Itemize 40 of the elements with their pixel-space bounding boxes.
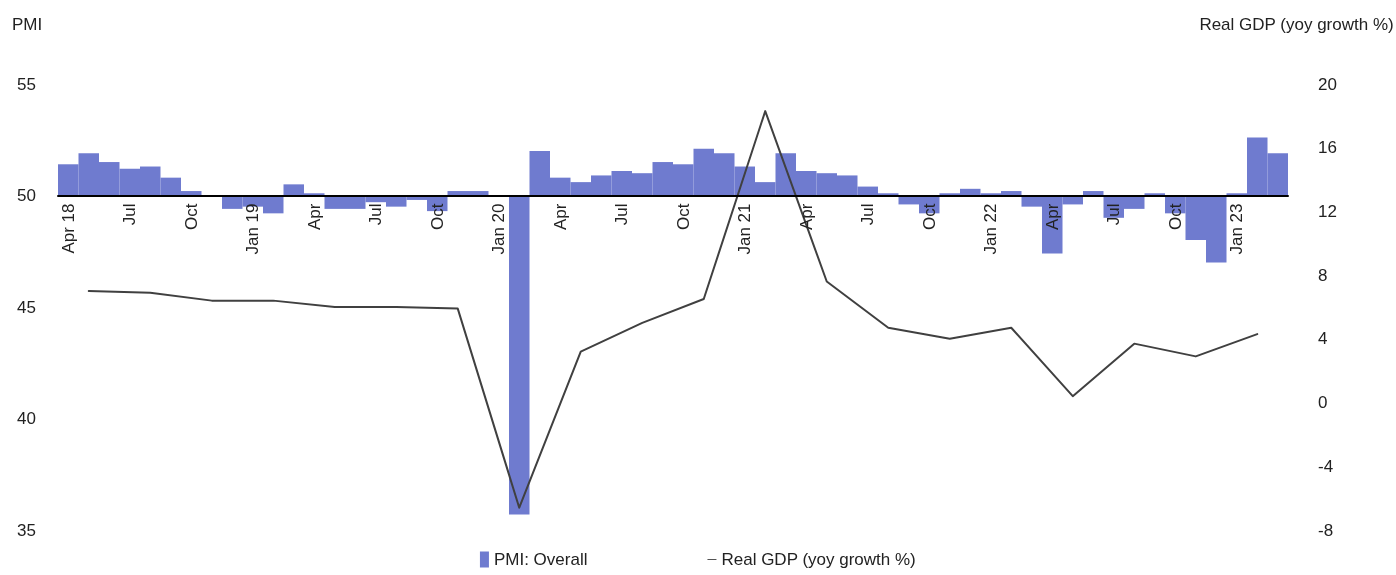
y2-tick-label: 0	[1318, 393, 1328, 413]
y2-axis-title: Real GDP (yoy growth %)	[1199, 15, 1394, 34]
x-tick-label: Jul	[1104, 203, 1124, 226]
y-tick-label: 55	[17, 74, 36, 94]
x-tick-label: Apr	[550, 203, 570, 230]
x-tick-label: Jan 20	[489, 203, 509, 255]
x-tick-label: Oct	[919, 203, 939, 230]
y2-tick-label: -4	[1318, 456, 1334, 476]
bar	[509, 195, 530, 515]
line-series	[87, 110, 1259, 509]
x-tick-label: Oct	[427, 203, 447, 230]
bar	[1083, 191, 1104, 196]
y2-tick-label: 12	[1318, 201, 1337, 221]
x-tick-label: Oct	[181, 203, 201, 230]
y2-tick-label: 20	[1318, 74, 1337, 94]
y2-tick-label: -8	[1318, 520, 1334, 540]
x-tick-label: Apr 18	[58, 203, 78, 254]
x-tick-label: Jan 21	[735, 203, 755, 255]
y-tick-label: 50	[17, 186, 36, 205]
x-tick-label: Jul	[612, 203, 632, 226]
y2-tick-label: 4	[1318, 329, 1328, 349]
y-tick-label: 45	[17, 297, 36, 317]
x-tick-label: Oct	[1165, 203, 1185, 230]
y-axis-title: PMI	[12, 15, 43, 34]
x-tick-label: Jan 22	[981, 203, 1001, 255]
x-tick-label: Apr	[1042, 203, 1062, 230]
legend-label: Real GDP (yoy growth %)	[721, 550, 916, 569]
legend-label: PMI: Overall	[493, 550, 588, 569]
x-tick-label: Jan 19	[243, 203, 263, 255]
y2-tick-label: 16	[1318, 138, 1337, 158]
x-tick-label: Apr	[796, 203, 816, 230]
x-tick-label: Oct	[673, 203, 693, 230]
y-tick-label: 40	[17, 409, 36, 428]
x-tick-label: Jul	[366, 203, 386, 226]
x-tick-label: Jul	[858, 203, 878, 226]
x-tick-label: Jul	[120, 203, 140, 226]
y-tick-label: 35	[17, 520, 36, 540]
x-tick-label: Apr	[304, 203, 324, 230]
x-tick-label: Jan 23	[1227, 203, 1247, 255]
y2-tick-label: 8	[1318, 265, 1328, 285]
